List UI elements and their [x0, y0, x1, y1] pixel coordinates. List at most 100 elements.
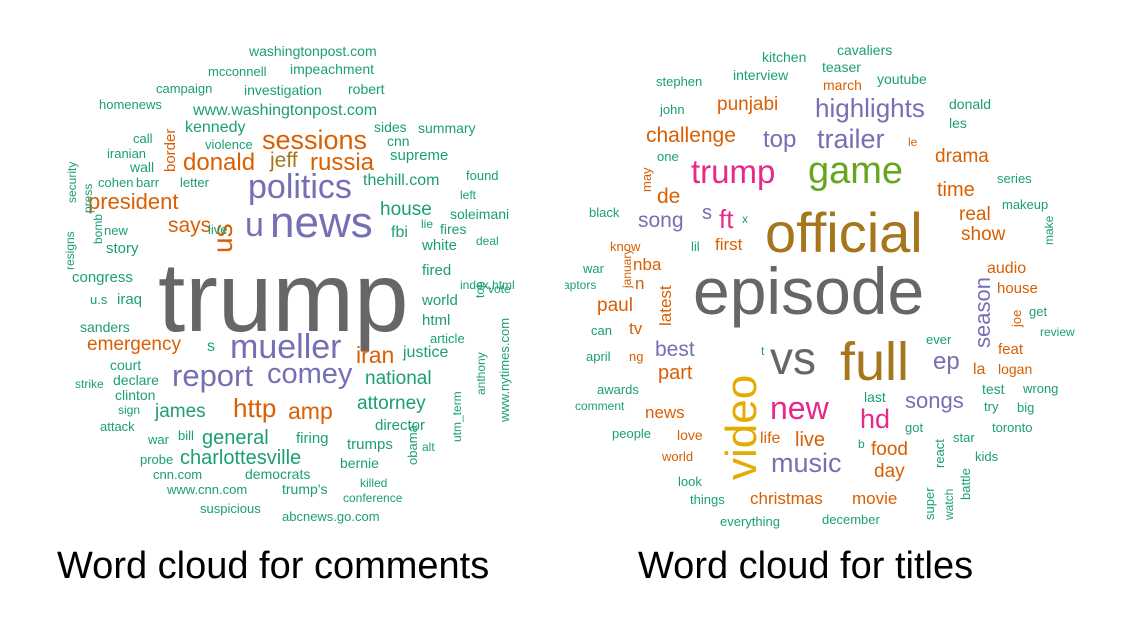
- word: last: [864, 389, 886, 405]
- word: abcnews.go.com: [282, 509, 380, 524]
- word: house: [997, 280, 1038, 297]
- word: democrats: [245, 466, 311, 482]
- word: u: [245, 206, 264, 244]
- word: u.s: [90, 292, 108, 307]
- word: news: [645, 403, 685, 422]
- word: left: [460, 188, 477, 202]
- word: top: [473, 281, 487, 298]
- word: www.cnn.com: [167, 482, 248, 497]
- word: january: [620, 248, 634, 288]
- word: review: [1040, 325, 1075, 339]
- word: ever: [926, 332, 952, 347]
- word: vs: [770, 332, 816, 384]
- word: la: [973, 361, 986, 378]
- word: audio: [987, 260, 1027, 277]
- word: charlottesville: [180, 447, 302, 469]
- word: lil: [691, 239, 700, 254]
- word: makeup: [1002, 197, 1049, 212]
- word: john: [660, 102, 685, 117]
- word: stephen: [656, 74, 703, 89]
- word: one: [657, 149, 679, 164]
- word: press: [81, 183, 95, 213]
- word: trump's: [282, 481, 328, 497]
- word: attorney: [357, 393, 426, 414]
- word: president: [88, 189, 179, 214]
- word: sides: [374, 119, 407, 135]
- word: attack: [100, 419, 135, 434]
- word: jeff: [270, 149, 298, 172]
- word: best: [655, 338, 695, 361]
- word: bernie: [340, 455, 379, 471]
- word: official: [765, 201, 923, 264]
- word: article: [430, 331, 465, 346]
- word: wrong: [1023, 381, 1059, 396]
- word: cnn: [387, 133, 410, 149]
- word: iranian: [107, 146, 147, 161]
- word: live: [795, 429, 826, 451]
- word: feat: [998, 341, 1024, 358]
- word: part: [658, 362, 693, 384]
- word: www.nytimes.com: [497, 317, 512, 422]
- word: www.washingtonpost.com: [193, 102, 378, 119]
- word: cnn.com: [153, 467, 203, 482]
- word: super: [922, 487, 937, 520]
- word: toronto: [992, 420, 1033, 435]
- word: violence: [205, 137, 253, 152]
- word: logan: [998, 361, 1033, 377]
- word: show: [961, 224, 1006, 245]
- word: trumps: [347, 436, 393, 453]
- word: resigns: [63, 231, 77, 270]
- word: emergency: [87, 334, 181, 355]
- word: james: [155, 401, 206, 422]
- word: bill: [178, 428, 194, 443]
- word: things: [690, 492, 725, 507]
- word: kitchen: [762, 49, 807, 65]
- word: http: [233, 393, 277, 423]
- word: watch: [942, 488, 956, 520]
- word: life: [760, 430, 781, 447]
- word: iraq: [117, 291, 143, 308]
- word: supreme: [390, 147, 449, 164]
- word: conference: [343, 491, 403, 505]
- word: national: [365, 368, 432, 389]
- word: general: [202, 427, 269, 449]
- word: mueller: [230, 328, 342, 366]
- word: news: [270, 198, 373, 247]
- word: donald: [949, 96, 992, 112]
- word: wall: [130, 159, 155, 175]
- word: utm_term: [450, 391, 464, 442]
- word: sanders: [80, 319, 130, 335]
- word: movie: [852, 489, 898, 508]
- word: sessions: [262, 125, 368, 155]
- word: trailer: [817, 124, 885, 154]
- word: war: [148, 432, 169, 447]
- word: interview: [733, 67, 789, 83]
- word: big: [1017, 400, 1035, 415]
- word: can: [591, 323, 612, 338]
- word: ft: [719, 204, 734, 234]
- word: react: [932, 439, 947, 468]
- word: test: [982, 381, 1005, 397]
- word: series: [997, 171, 1032, 186]
- word: first: [715, 235, 743, 254]
- word: director: [375, 417, 426, 434]
- word: summary: [418, 120, 476, 136]
- word: tv: [629, 319, 643, 338]
- word: thehill.com: [363, 172, 440, 189]
- word: politics: [248, 168, 352, 206]
- word: songs: [905, 388, 964, 413]
- word: justice: [403, 344, 449, 361]
- word: kids: [975, 449, 999, 464]
- word: december: [822, 512, 880, 527]
- word: love: [677, 427, 703, 443]
- word: got: [905, 420, 924, 435]
- word: music: [771, 448, 842, 478]
- word: hd: [860, 404, 891, 434]
- word: try: [984, 399, 999, 414]
- word: donald: [183, 149, 256, 176]
- word: ep: [933, 348, 960, 375]
- word: time: [937, 179, 975, 201]
- word: index.html: [460, 278, 515, 292]
- word: t: [761, 344, 765, 358]
- word: people: [612, 426, 652, 441]
